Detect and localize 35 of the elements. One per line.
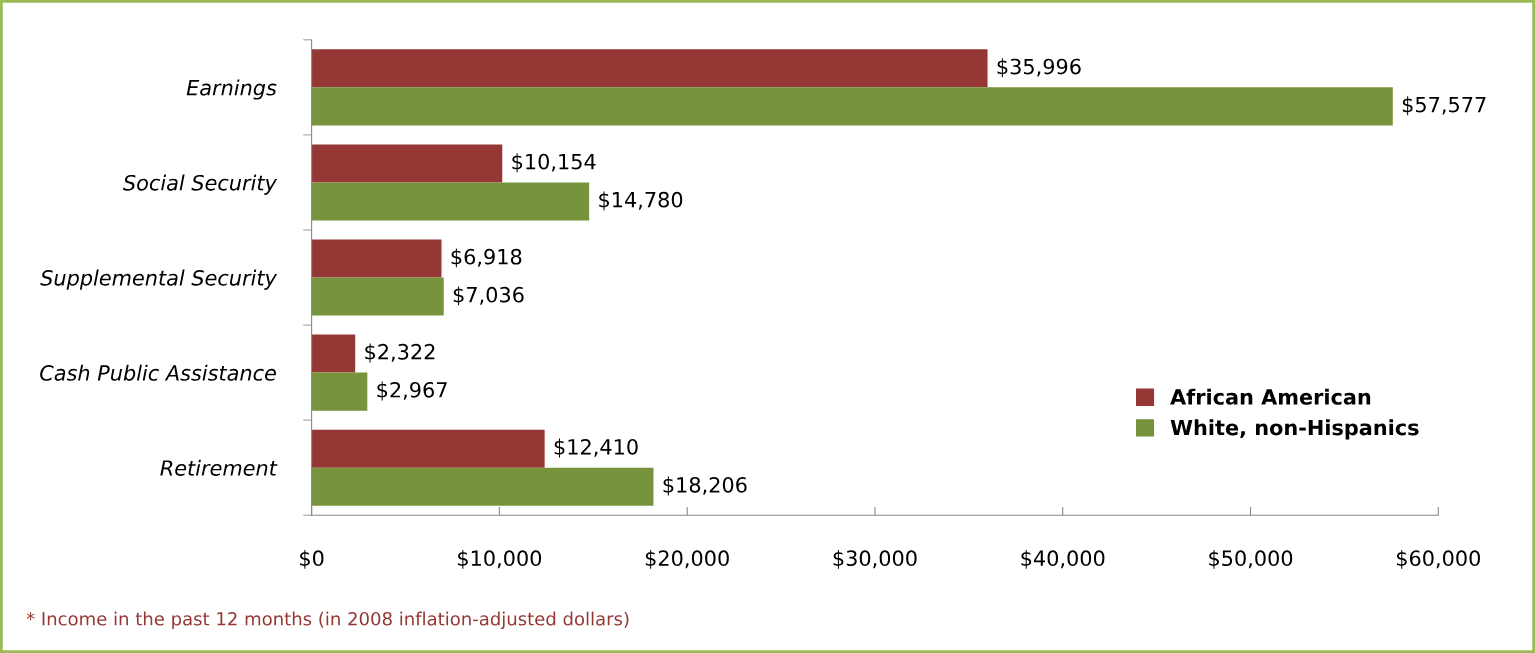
data-label: $14,780 bbox=[599, 191, 683, 211]
x-tick-label: $0 bbox=[300, 549, 324, 569]
bar bbox=[311, 239, 442, 278]
bar bbox=[311, 182, 590, 221]
data-label: $7,036 bbox=[453, 286, 524, 306]
x-tick-label: $60,000 bbox=[1396, 549, 1480, 569]
data-label: $2,967 bbox=[377, 381, 447, 401]
data-label: $6,918 bbox=[451, 248, 522, 268]
y-tick-label: Cash Public Assistance bbox=[40, 364, 276, 381]
x-tick-label: $50,000 bbox=[1209, 549, 1293, 569]
data-label: $12,410 bbox=[554, 438, 638, 458]
y-tick-label: Social Security bbox=[123, 174, 278, 195]
bar bbox=[311, 372, 368, 411]
data-label: $18,206 bbox=[663, 476, 747, 496]
y-tick-label: Retirement bbox=[160, 459, 278, 476]
y-tick-label: Supplemental Security bbox=[40, 269, 278, 290]
bar bbox=[311, 87, 1393, 126]
bar bbox=[311, 144, 503, 183]
y-tick-label: Earnings bbox=[186, 79, 277, 100]
legend-label: African American bbox=[1170, 388, 1371, 405]
data-label: $10,154 bbox=[512, 153, 596, 173]
x-tick-label: $30,000 bbox=[833, 549, 917, 569]
legend-label: White, non-Hispanics bbox=[1170, 419, 1419, 440]
x-tick-label: $40,000 bbox=[1021, 549, 1105, 569]
data-label: $2,322 bbox=[365, 343, 435, 363]
bar bbox=[311, 49, 988, 88]
text: * Income in the past 12 months (in 2008 inflation-adjusted dollars) bbox=[26, 611, 629, 630]
bar bbox=[311, 467, 654, 506]
data-label: $57,577 bbox=[1402, 96, 1486, 116]
data-label: $35,996 bbox=[997, 58, 1081, 78]
bar bbox=[311, 429, 545, 468]
x-tick-label: $20,000 bbox=[645, 549, 729, 569]
bar bbox=[311, 277, 444, 316]
bar bbox=[311, 334, 356, 373]
x-tick-label: $10,000 bbox=[458, 549, 542, 569]
